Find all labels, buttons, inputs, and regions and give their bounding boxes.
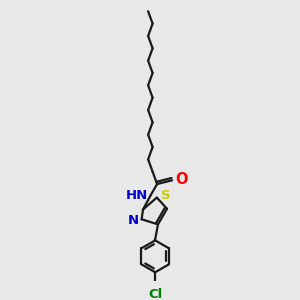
Text: S: S — [160, 189, 170, 202]
Text: HN: HN — [125, 189, 148, 202]
Text: N: N — [128, 214, 139, 227]
Text: Cl: Cl — [148, 288, 162, 300]
Text: O: O — [175, 172, 188, 187]
